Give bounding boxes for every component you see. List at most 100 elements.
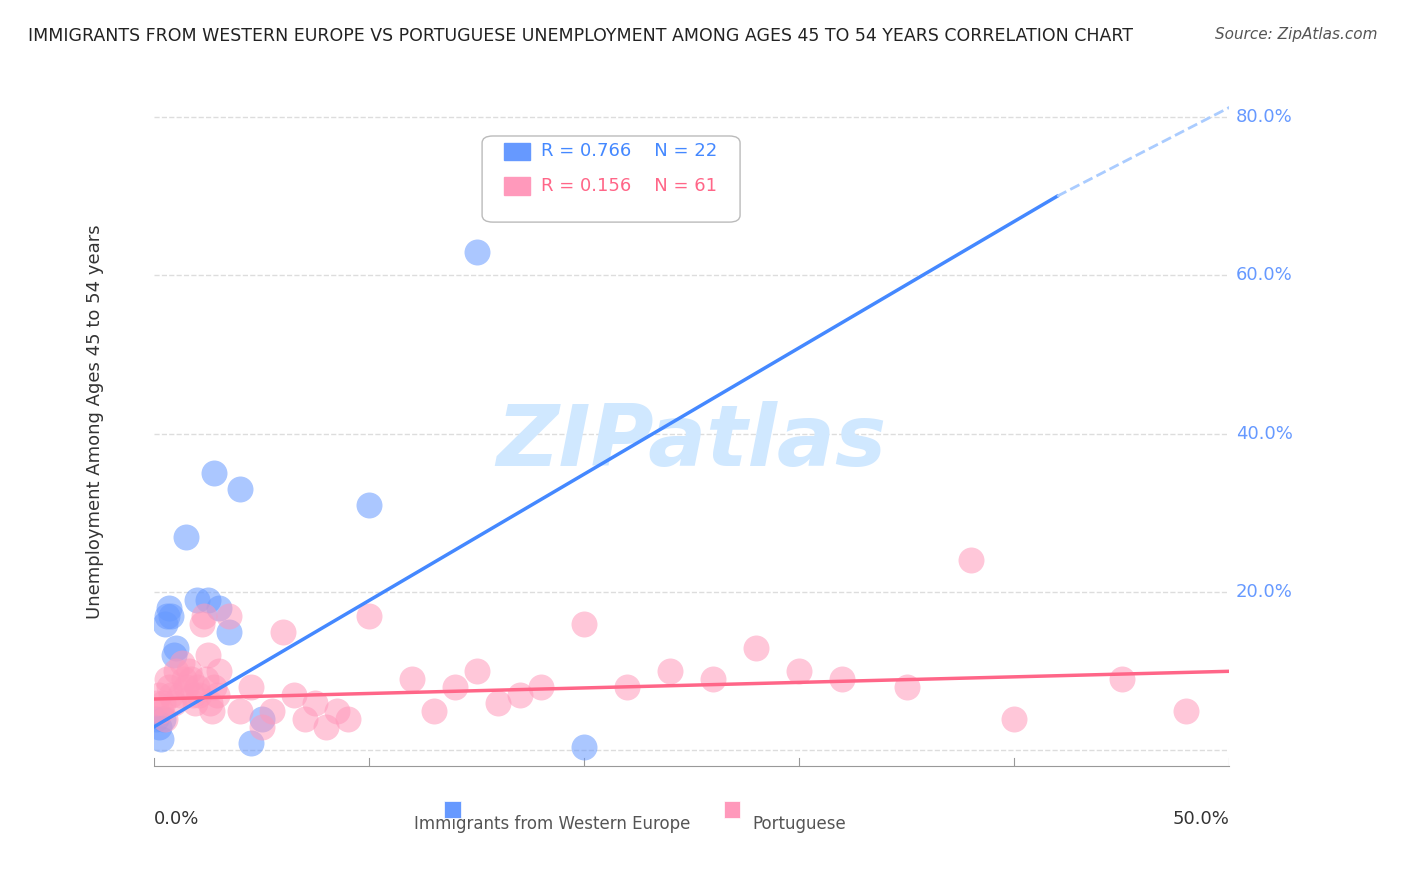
- Point: [896, 680, 918, 694]
- Point: [177, 665, 200, 679]
- Point: [173, 672, 195, 686]
- Point: [574, 739, 596, 754]
- Bar: [503, 143, 530, 160]
- Point: [186, 680, 208, 694]
- Point: [156, 672, 179, 686]
- Point: [188, 688, 211, 702]
- Text: 20.0%: 20.0%: [1236, 583, 1292, 601]
- Point: [162, 696, 184, 710]
- Point: [422, 704, 444, 718]
- Text: 40.0%: 40.0%: [1236, 425, 1292, 442]
- Point: [181, 688, 204, 702]
- Point: [1111, 672, 1133, 686]
- Point: [165, 665, 187, 679]
- Point: [218, 624, 240, 639]
- Point: [250, 720, 273, 734]
- Point: [336, 712, 359, 726]
- Point: [165, 640, 187, 655]
- Point: [193, 608, 215, 623]
- Point: [359, 608, 381, 623]
- Point: [465, 665, 488, 679]
- Text: R = 0.156    N = 61: R = 0.156 N = 61: [541, 177, 717, 195]
- Point: [444, 680, 467, 694]
- Point: [153, 712, 176, 726]
- Point: [160, 688, 183, 702]
- Point: [326, 704, 349, 718]
- Bar: [503, 178, 530, 194]
- Point: [197, 593, 219, 607]
- Point: [172, 657, 194, 671]
- Point: [401, 672, 423, 686]
- Point: [509, 688, 531, 702]
- FancyBboxPatch shape: [482, 136, 740, 222]
- Point: [156, 608, 179, 623]
- Point: [205, 688, 228, 702]
- Point: [201, 704, 224, 718]
- Point: [294, 712, 316, 726]
- Point: [465, 244, 488, 259]
- Point: [184, 696, 207, 710]
- Point: [190, 616, 212, 631]
- Point: [240, 735, 263, 749]
- Point: [616, 680, 638, 694]
- Point: [304, 696, 326, 710]
- Bar: [724, 801, 740, 818]
- Point: [157, 680, 180, 694]
- Point: [160, 608, 183, 623]
- Point: [169, 688, 191, 702]
- Text: Portuguese: Portuguese: [752, 814, 846, 832]
- Text: 50.0%: 50.0%: [1173, 810, 1229, 828]
- Point: [271, 624, 294, 639]
- Point: [250, 712, 273, 726]
- Point: [145, 712, 167, 726]
- Point: [152, 696, 174, 710]
- Text: 0.0%: 0.0%: [155, 810, 200, 828]
- Point: [831, 672, 853, 686]
- Point: [574, 616, 596, 631]
- Point: [148, 688, 170, 702]
- Point: [960, 553, 983, 567]
- Text: Source: ZipAtlas.com: Source: ZipAtlas.com: [1215, 27, 1378, 42]
- Point: [787, 665, 810, 679]
- Point: [208, 665, 231, 679]
- Text: 60.0%: 60.0%: [1236, 267, 1292, 285]
- Text: Immigrants from Western Europe: Immigrants from Western Europe: [413, 814, 690, 832]
- Point: [315, 720, 337, 734]
- Point: [204, 680, 226, 694]
- Point: [194, 672, 217, 686]
- Point: [198, 696, 221, 710]
- Point: [153, 616, 176, 631]
- Point: [162, 648, 184, 663]
- Point: [218, 608, 240, 623]
- Text: ZIPatlas: ZIPatlas: [496, 401, 887, 484]
- Point: [208, 601, 231, 615]
- Point: [702, 672, 724, 686]
- Point: [176, 530, 198, 544]
- Bar: [444, 801, 461, 818]
- Point: [145, 696, 167, 710]
- Point: [1175, 704, 1198, 718]
- Point: [197, 648, 219, 663]
- Point: [149, 731, 172, 746]
- Point: [659, 665, 682, 679]
- Point: [229, 704, 252, 718]
- Point: [1002, 712, 1025, 726]
- Point: [486, 696, 509, 710]
- Point: [157, 601, 180, 615]
- Point: [180, 672, 202, 686]
- Point: [176, 680, 198, 694]
- Point: [745, 640, 768, 655]
- Point: [229, 482, 252, 496]
- Text: 80.0%: 80.0%: [1236, 108, 1292, 126]
- Point: [262, 704, 284, 718]
- Text: IMMIGRANTS FROM WESTERN EUROPE VS PORTUGUESE UNEMPLOYMENT AMONG AGES 45 TO 54 YE: IMMIGRANTS FROM WESTERN EUROPE VS PORTUG…: [28, 27, 1133, 45]
- Point: [240, 680, 263, 694]
- Point: [148, 720, 170, 734]
- Text: R = 0.766    N = 22: R = 0.766 N = 22: [541, 143, 717, 161]
- Point: [204, 467, 226, 481]
- Text: Unemployment Among Ages 45 to 54 years: Unemployment Among Ages 45 to 54 years: [86, 225, 104, 619]
- Point: [530, 680, 553, 694]
- Point: [283, 688, 305, 702]
- Point: [186, 593, 208, 607]
- Point: [359, 498, 381, 512]
